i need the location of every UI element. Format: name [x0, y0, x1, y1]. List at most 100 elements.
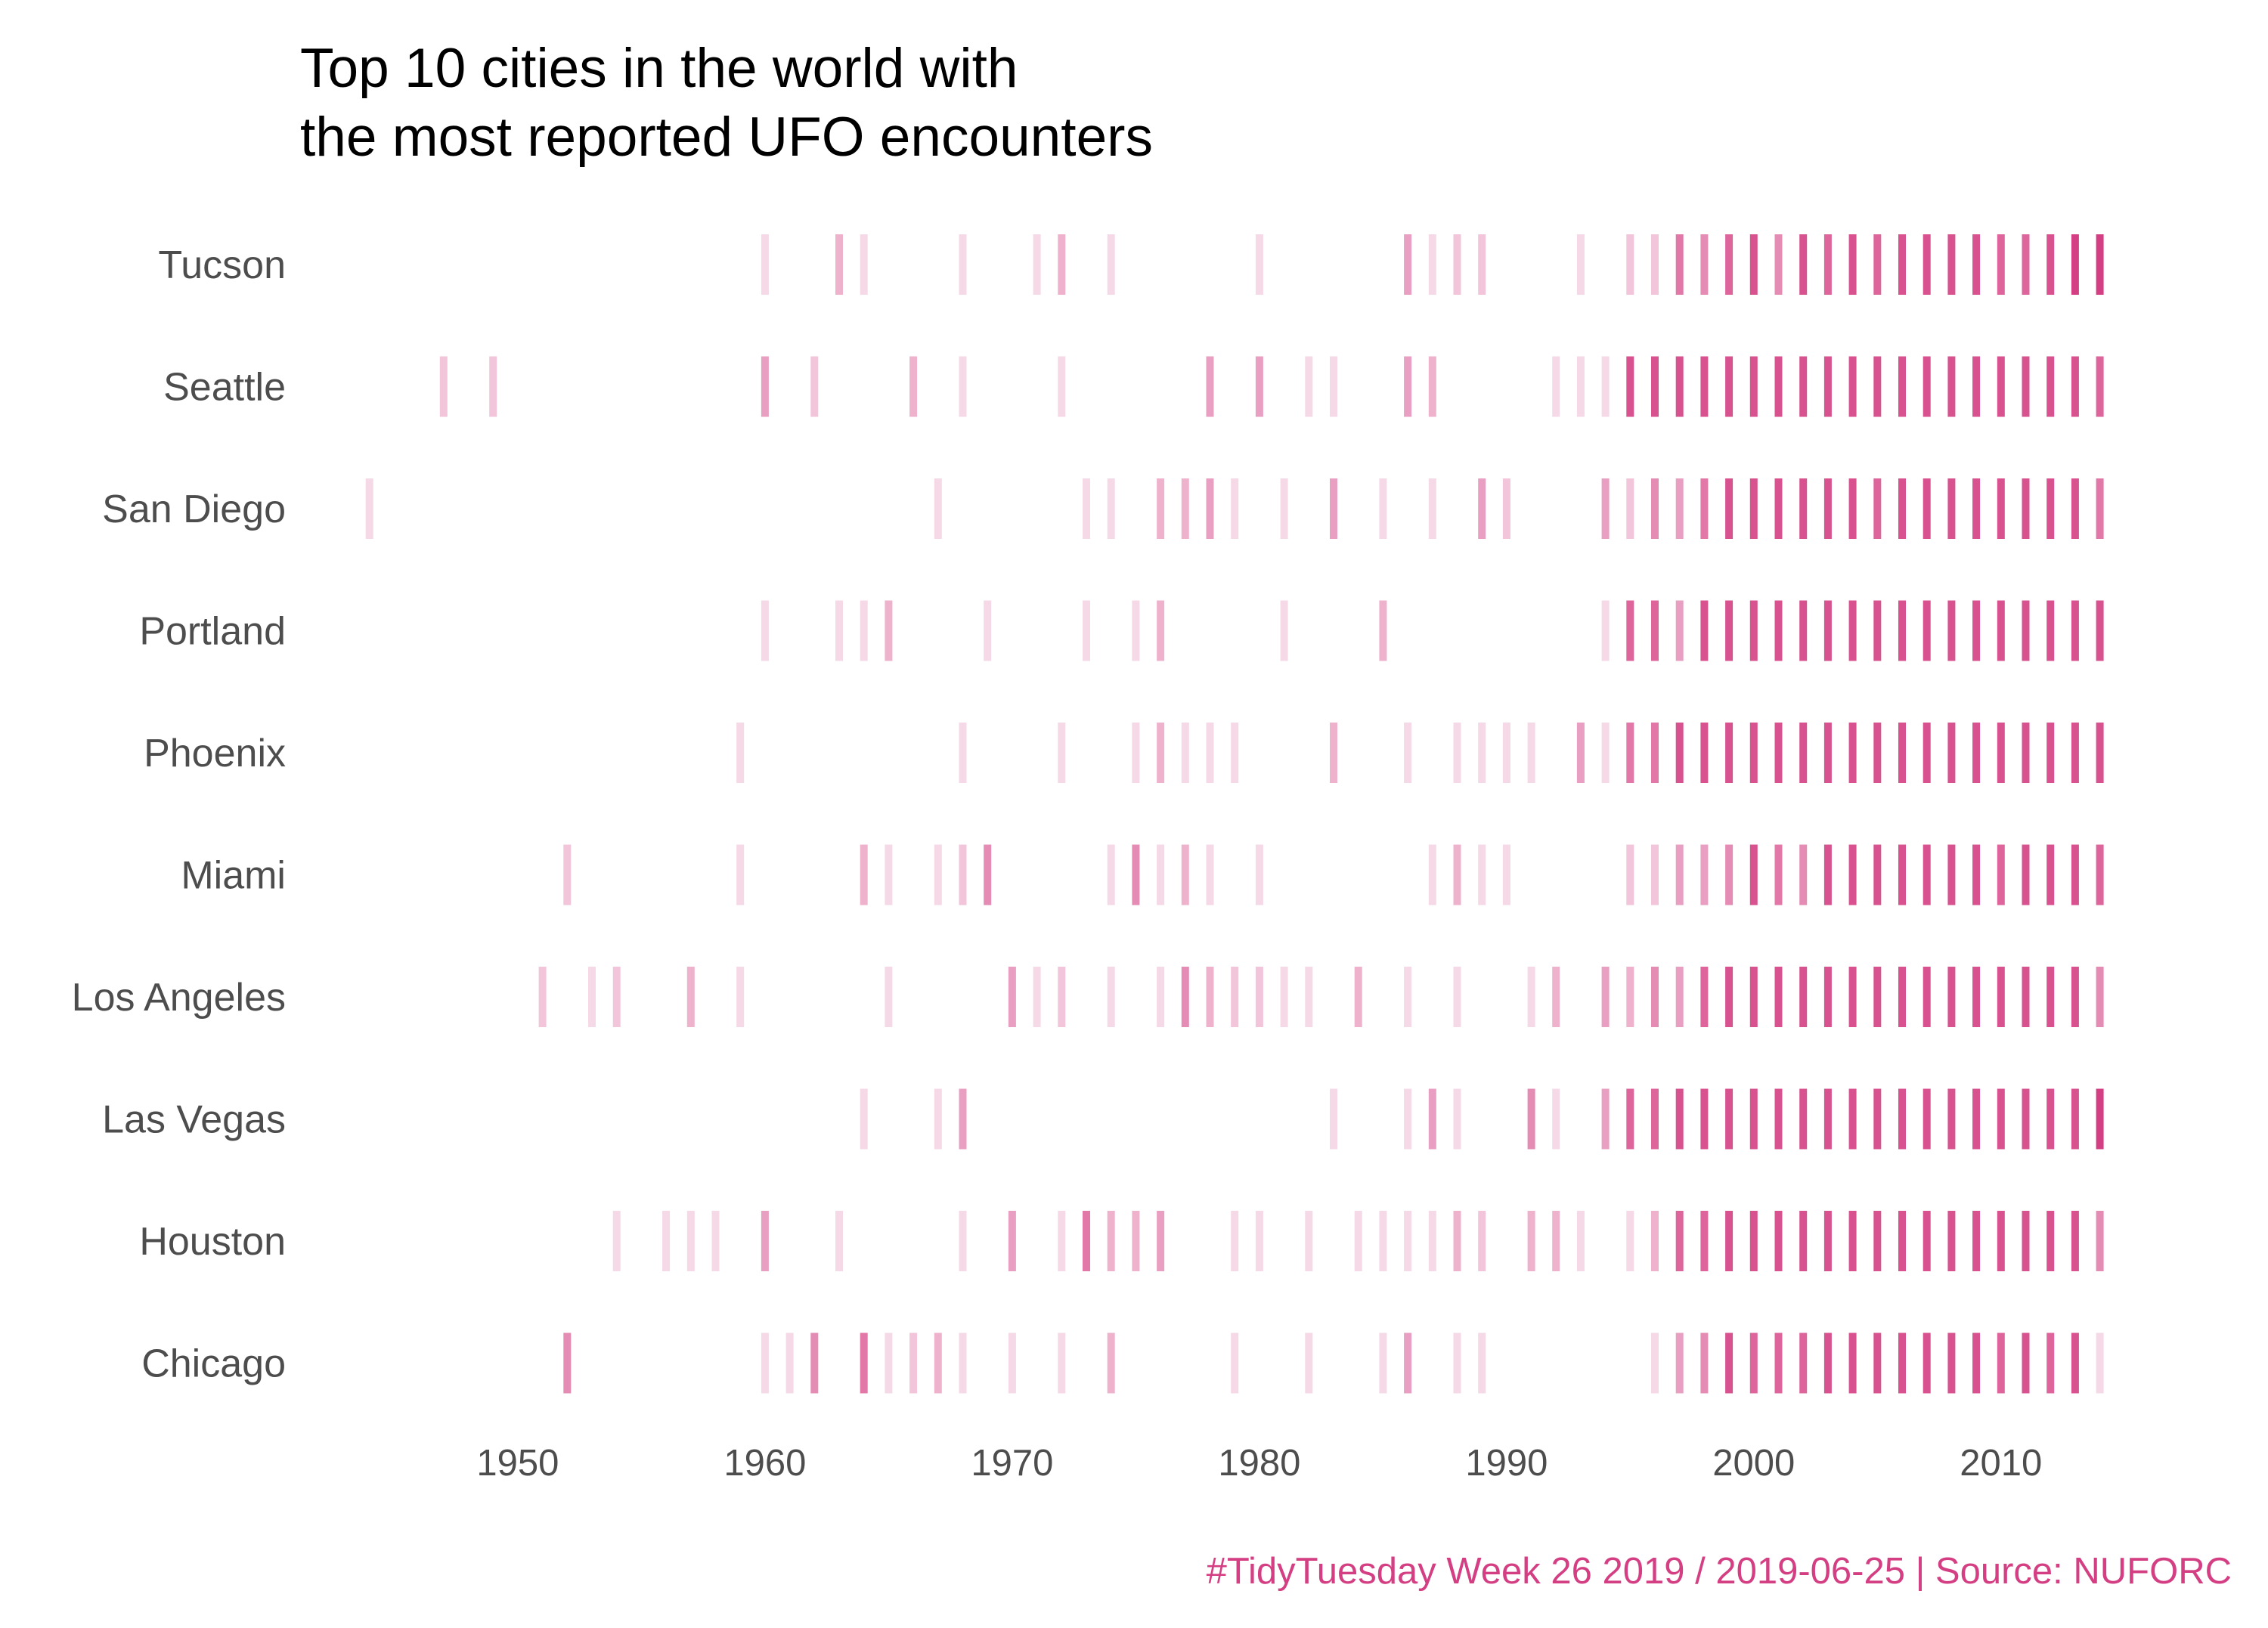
encounter-bar-tucson-2010 — [1997, 234, 2005, 295]
encounter-bar-los-angeles-1954 — [612, 967, 621, 1027]
encounter-bar-houston-2000 — [1749, 1211, 1758, 1271]
encounter-bar-las-vegas-1992 — [1552, 1088, 1560, 1150]
encounter-bar-seattle-2004 — [1848, 356, 1857, 417]
encounter-bar-tucson-1997 — [1675, 234, 1684, 295]
encounter-bar-phoenix-2012 — [2046, 723, 2055, 783]
encounter-bar-chicago-1966 — [909, 1332, 918, 1394]
encounter-bar-phoenix-1997 — [1675, 723, 1684, 783]
encounter-bar-miami-1969 — [984, 844, 992, 905]
encounter-bar-los-angeles-1979 — [1231, 967, 1239, 1027]
encounter-bar-seattle-2002 — [1799, 356, 1808, 417]
encounter-bar-seattle-2007 — [1923, 356, 1931, 417]
encounter-bar-houston-1974 — [1107, 1211, 1115, 1271]
encounter-bar-portland-2005 — [1873, 600, 1882, 661]
encounter-bar-seattle-1987 — [1428, 356, 1436, 417]
encounter-bar-chicago-1986 — [1404, 1332, 1412, 1394]
encounter-bar-san-diego-2014 — [2096, 478, 2104, 539]
city-label-chicago: Chicago — [141, 1342, 286, 1386]
encounter-bar-houston-1985 — [1379, 1211, 1387, 1271]
encounter-bar-miami-1987 — [1428, 844, 1436, 905]
encounter-bar-seattle-1982 — [1305, 356, 1313, 417]
encounter-bar-portland-1997 — [1675, 600, 1684, 661]
encounter-bar-los-angeles-1957 — [686, 967, 695, 1027]
encounter-bar-chicago-1988 — [1453, 1332, 1461, 1394]
encounter-bar-las-vegas-1996 — [1651, 1088, 1659, 1150]
encounter-bar-las-vegas-1991 — [1527, 1088, 1535, 1150]
encounter-bar-san-diego-2009 — [1972, 478, 1981, 539]
encounter-bar-miami-2006 — [1898, 844, 1906, 905]
encounter-bar-houston-1991 — [1527, 1211, 1535, 1271]
encounter-bar-las-vegas-2004 — [1848, 1088, 1857, 1150]
encounter-bar-tucson-1993 — [1576, 234, 1585, 295]
encounter-bar-los-angeles-1972 — [1058, 967, 1066, 1027]
encounter-bar-phoenix-1998 — [1700, 723, 1709, 783]
encounter-bar-chicago-1989 — [1478, 1332, 1486, 1394]
encounter-bar-los-angeles-1997 — [1675, 967, 1684, 1027]
x-tick-label-1960: 1960 — [723, 1443, 806, 1484]
encounter-bar-las-vegas-1997 — [1675, 1088, 1684, 1150]
encounter-bar-portland-1981 — [1280, 600, 1288, 661]
encounter-bar-houston-1968 — [959, 1211, 967, 1271]
encounter-bar-san-diego-1996 — [1651, 478, 1659, 539]
encounter-bar-houston-2014 — [2096, 1211, 2104, 1271]
encounter-bar-phoenix-1978 — [1206, 723, 1214, 783]
encounter-bar-miami-1976 — [1157, 844, 1165, 905]
city-label-tucson: Tucson — [158, 243, 286, 287]
encounter-bar-los-angeles-2003 — [1823, 967, 1832, 1027]
encounter-bar-los-angeles-2000 — [1749, 967, 1758, 1027]
encounter-bar-houston-2005 — [1873, 1211, 1882, 1271]
encounter-bar-seattle-2003 — [1823, 356, 1832, 417]
encounter-bar-portland-2002 — [1799, 600, 1808, 661]
encounter-bar-houston-1988 — [1453, 1211, 1461, 1271]
encounter-bar-los-angeles-1980 — [1255, 967, 1263, 1027]
encounter-bar-las-vegas-2012 — [2046, 1088, 2055, 1150]
encounter-bar-tucson-1996 — [1651, 234, 1659, 295]
encounter-bar-tucson-2012 — [2046, 234, 2055, 295]
encounter-bar-phoenix-2004 — [1848, 723, 1857, 783]
encounter-bar-portland-2011 — [2022, 600, 2030, 661]
encounter-bar-los-angeles-1986 — [1404, 967, 1412, 1027]
encounter-bar-phoenix-1988 — [1453, 723, 1461, 783]
encounter-bar-miami-2010 — [1997, 844, 2005, 905]
encounter-bar-las-vegas-1964 — [860, 1088, 868, 1150]
encounter-bar-miami-2001 — [1774, 844, 1783, 905]
encounter-bar-tucson-1972 — [1058, 234, 1066, 295]
encounter-bar-phoenix-1959 — [736, 723, 745, 783]
encounter-bar-phoenix-2010 — [1997, 723, 2005, 783]
encounter-bar-phoenix-1972 — [1058, 723, 1066, 783]
x-tick-label-1950: 1950 — [476, 1443, 559, 1484]
encounter-bar-san-diego-1995 — [1626, 478, 1634, 539]
encounter-bar-houston-1957 — [686, 1211, 695, 1271]
encounter-bar-tucson-2005 — [1873, 234, 1882, 295]
encounter-bar-houston-1954 — [612, 1211, 621, 1271]
encounter-bar-miami-2005 — [1873, 844, 1882, 905]
encounter-bar-miami-1952 — [563, 844, 572, 905]
encounter-bar-chicago-2005 — [1873, 1332, 1882, 1394]
encounter-bar-miami-1967 — [934, 844, 942, 905]
encounter-bar-tucson-1986 — [1404, 234, 1412, 295]
city-label-los-angeles: Los Angeles — [72, 976, 286, 1020]
encounter-bar-los-angeles-2012 — [2046, 967, 2055, 1027]
encounter-bar-las-vegas-2008 — [1947, 1088, 1956, 1150]
encounter-bar-portland-1985 — [1379, 600, 1387, 661]
encounter-bar-portland-2010 — [1997, 600, 2005, 661]
encounter-bar-los-angeles-2008 — [1947, 967, 1956, 1027]
encounter-bar-houston-2007 — [1923, 1211, 1931, 1271]
encounter-bar-portland-2004 — [1848, 600, 1857, 661]
encounter-bar-san-diego-2008 — [1947, 478, 1956, 539]
encounter-bar-portland-1998 — [1700, 600, 1709, 661]
city-label-miami: Miami — [181, 854, 286, 898]
encounter-bar-seattle-1947 — [439, 356, 448, 417]
encounter-bar-portland-1973 — [1083, 600, 1090, 661]
encounter-bar-houston-1998 — [1700, 1211, 1709, 1271]
encounter-bar-tucson-2000 — [1749, 234, 1758, 295]
encounter-bar-san-diego-1967 — [934, 478, 942, 539]
encounter-bar-houston-1979 — [1231, 1211, 1239, 1271]
encounter-bar-las-vegas-2000 — [1749, 1088, 1758, 1150]
encounter-bar-miami-2003 — [1823, 844, 1832, 905]
encounter-bar-san-diego-1987 — [1428, 478, 1436, 539]
encounter-bar-las-vegas-2011 — [2022, 1088, 2030, 1150]
x-axis: 1950 1960 1970 1980 1990 2000 2010 — [476, 1443, 2042, 1484]
encounter-bar-chicago-2010 — [1997, 1332, 2005, 1394]
encounter-bar-phoenix-2009 — [1972, 723, 1981, 783]
